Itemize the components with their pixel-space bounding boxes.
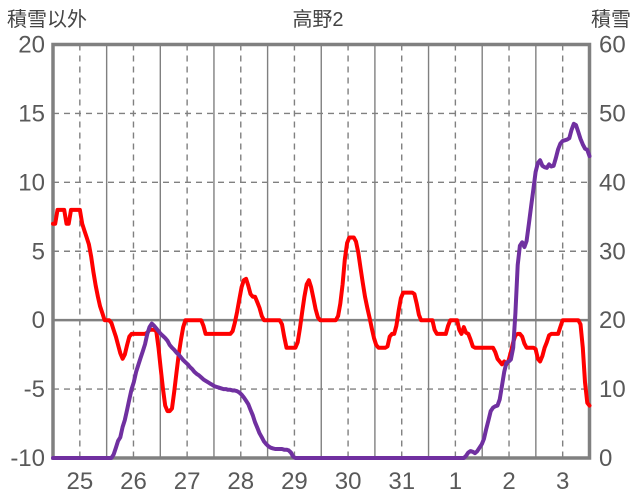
x-axis-tick-label: 29 [281,468,308,495]
right-axis-tick-label: 10 [599,376,626,403]
x-axis-tick-label: 28 [227,468,254,495]
right-axis-tick-label: 20 [599,307,626,334]
x-axis-tick-label: 30 [335,468,362,495]
chart-header: 積雪以外 高野2 積雪 [0,3,636,31]
right-axis-tick-label: 0 [599,445,612,472]
left-axis-tick-label: -5 [24,376,45,403]
x-axis-tick-label: 25 [66,468,93,495]
x-axis-tick-label: 1 [449,468,462,495]
chart-title: 高野2 [292,9,344,31]
right-axis-tick-label: 40 [599,169,626,196]
right-axis-tick-label: 30 [599,238,626,265]
x-axis-tick-label: 3 [556,468,569,495]
left-axis-title: 積雪以外 [7,9,87,31]
left-axis-tick-label: -10 [10,445,45,472]
x-axis-tick-label: 26 [120,468,147,495]
right-axis-tick-label: 50 [599,100,626,127]
x-axis-tick-label: 27 [174,468,201,495]
left-axis-tick-label: 10 [18,169,45,196]
left-axis-tick-label: 15 [18,100,45,127]
series-line-right [51,121,592,460]
right-axis-title: 積雪 [591,9,631,31]
x-axis-tick-label: 2 [502,468,515,495]
left-axis-tick-label: 20 [18,32,45,59]
x-axis-tick-label: 31 [388,468,415,495]
series-line-left [51,207,592,414]
left-axis-tick-label: 5 [32,238,45,265]
left-axis-tick-label: 0 [32,307,45,334]
right-axis-tick-label: 60 [599,32,626,59]
